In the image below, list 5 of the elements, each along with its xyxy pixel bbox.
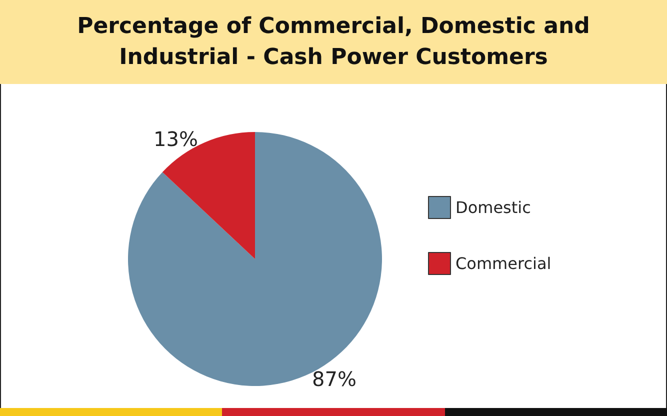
data-label: 87% [312,367,356,392]
data-label: 13% [154,126,198,151]
chart-title: Percentage of Commercial, Domestic and Industrial - Cash Power Customers [0,0,667,84]
legend-label: Commercial [456,254,552,273]
legend-label: Domestic [456,198,531,217]
